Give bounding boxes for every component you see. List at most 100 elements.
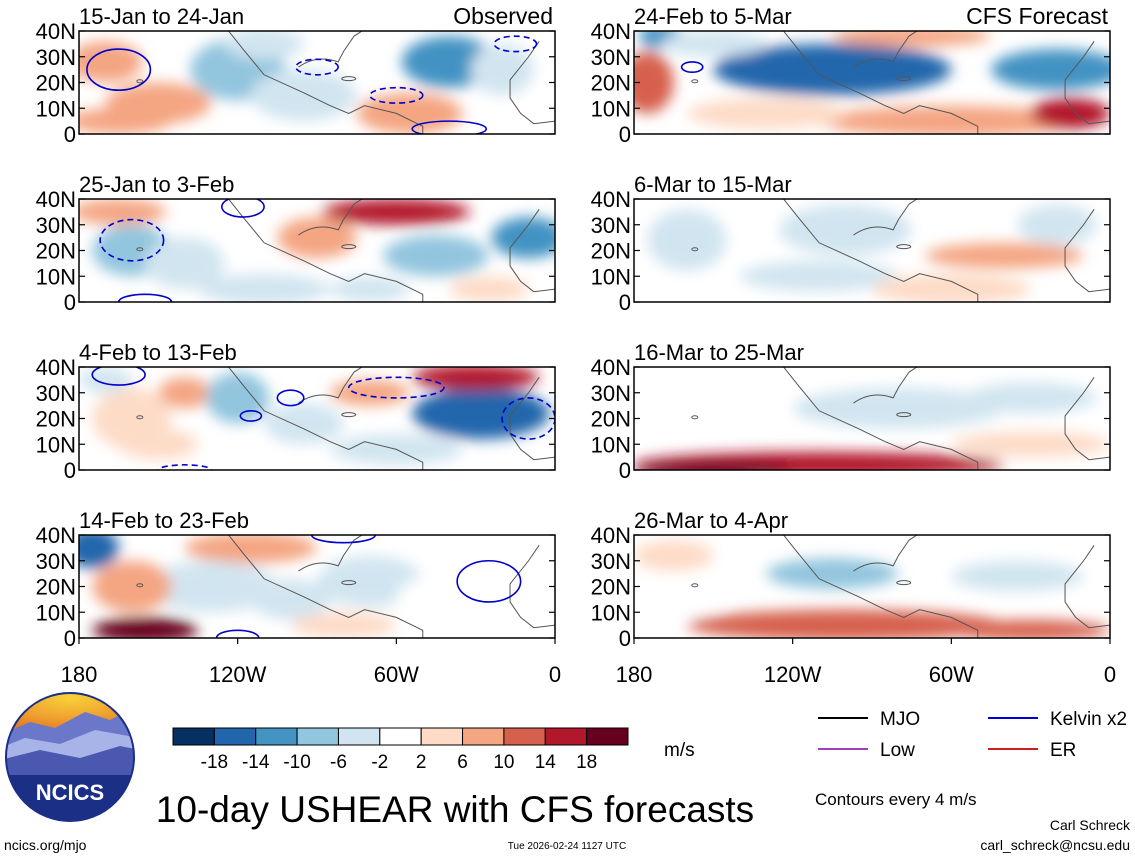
shear-anomaly-blob — [634, 276, 740, 302]
y-tick-label: 30N — [36, 381, 76, 406]
shading-field — [79, 367, 555, 470]
y-tick-label: 20N — [36, 239, 76, 264]
colorbar-label: 2 — [416, 752, 427, 773]
colorbar-label: 14 — [535, 752, 557, 773]
coastline-gulf — [298, 199, 363, 236]
coastline-americas — [227, 367, 424, 470]
shear-anomaly-blob — [79, 199, 167, 225]
caribbean-island — [341, 244, 357, 250]
shear-anomaly-blob — [951, 619, 1110, 638]
kelvin-contour — [239, 409, 263, 422]
x-tick-label: 60W — [374, 662, 419, 687]
y-tick-label: 40N — [36, 355, 76, 380]
panel-date-label: 24-Feb to 5-Mar — [634, 4, 792, 29]
shear-anomaly-blob — [118, 428, 198, 460]
caribbean-island — [896, 412, 912, 418]
shear-anomaly-blob — [964, 382, 1097, 414]
shear-anomaly-blob — [396, 573, 503, 626]
colorbar-label: 6 — [457, 752, 468, 773]
logo-text: NCICS — [36, 780, 104, 805]
kelvin-contour — [215, 629, 260, 638]
panel-date-label: 6-Mar to 15-Mar — [634, 172, 792, 197]
shear-anomaly-blob — [924, 242, 1084, 269]
y-tick-label: 40N — [591, 523, 631, 548]
coastline-gulf — [853, 535, 918, 572]
shear-anomaly-blob — [832, 31, 991, 47]
shear-anomaly-blob — [383, 235, 489, 277]
y-tick-label: 0 — [619, 122, 631, 147]
shear-anomaly-blob — [250, 69, 357, 122]
shear-anomaly-blob — [634, 462, 793, 470]
y-tick-label: 40N — [36, 523, 76, 548]
coastline-americas — [227, 199, 424, 302]
y-tick-label: 0 — [64, 122, 76, 147]
coastline-gulf — [298, 31, 363, 68]
x-tick-label: 180 — [61, 662, 98, 687]
kelvin-contour — [91, 367, 146, 386]
hawaii-island — [691, 247, 699, 252]
coastline-africa — [1064, 41, 1110, 125]
shading-field — [634, 367, 1110, 470]
colorbar-swatch — [213, 727, 257, 746]
colorbar-swatch — [337, 727, 381, 746]
shear-anomaly-blob — [79, 535, 119, 569]
coastline-africa — [1064, 377, 1110, 461]
kelvin-contour — [456, 559, 522, 603]
ncics-logo: NCICS — [5, 692, 135, 822]
shear-anomaly-blob — [79, 108, 172, 134]
colorbar-swatch — [255, 727, 298, 746]
shear-anomaly-blob — [1030, 97, 1110, 129]
y-tick-label: 0 — [64, 458, 76, 483]
x-tick-label: 180 — [616, 662, 653, 687]
y-tick-label: 20N — [36, 407, 76, 432]
coastline-gulf — [298, 535, 363, 572]
y-tick-label: 30N — [591, 549, 631, 574]
coastline-gulf — [853, 31, 918, 68]
shear-anomaly-blob — [766, 558, 899, 590]
x-tick-label: 0 — [1104, 662, 1116, 687]
colorbar-swatch — [420, 727, 464, 746]
coastline-americas — [227, 535, 424, 638]
shear-anomaly-blob — [322, 199, 471, 225]
colorbar-label: 10 — [493, 752, 514, 773]
hawaii-island — [691, 79, 699, 84]
shear-anomaly-blob — [290, 612, 397, 638]
coastline-africa — [1064, 209, 1110, 293]
colorbar-label: -18 — [201, 752, 228, 773]
shear-anomaly-blob — [330, 379, 410, 406]
shear-anomaly-blob — [991, 49, 1110, 91]
column-header-forecast: CFS Forecast — [966, 3, 1108, 29]
colorbar-label: -2 — [371, 752, 388, 773]
colorbar-swatch — [172, 727, 215, 746]
shear-anomaly-blob — [686, 609, 1005, 638]
colorbar-swatch — [462, 727, 505, 746]
shear-anomaly-blob — [205, 372, 270, 424]
kelvin-contour-negative — [493, 35, 538, 53]
colorbar-swatch — [586, 727, 629, 746]
x-tick-label: 120W — [209, 662, 267, 687]
x-tick-label: 120W — [764, 662, 822, 687]
shear-anomaly-blob — [634, 377, 740, 409]
y-tick-label: 0 — [619, 626, 631, 651]
kelvin-contour-negative — [99, 218, 165, 262]
footer-author: Carl Schreck — [1050, 817, 1131, 833]
y-tick-label: 10N — [36, 432, 76, 457]
y-tick-label: 30N — [591, 213, 631, 238]
y-tick-label: 20N — [36, 71, 76, 96]
y-tick-label: 10N — [591, 264, 631, 289]
shading-field — [79, 199, 555, 302]
shading-field — [634, 31, 1110, 134]
y-tick-label: 0 — [64, 290, 76, 315]
shear-anomaly-blob — [224, 31, 304, 60]
shear-anomaly-blob — [819, 105, 1084, 134]
shear-anomaly-blob — [145, 237, 225, 290]
coastline-africa — [509, 209, 555, 293]
shear-anomaly-blob — [686, 97, 846, 129]
